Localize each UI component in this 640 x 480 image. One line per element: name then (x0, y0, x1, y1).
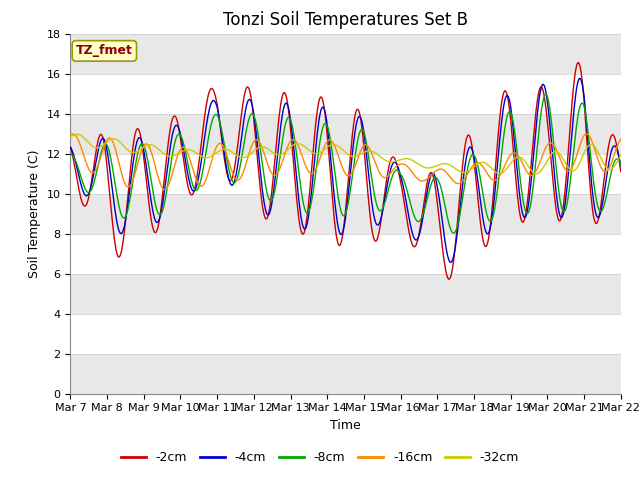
-8cm (67, 151, 74, 157)
-8cm (542, 92, 550, 97)
Bar (70, 354, 621, 394)
-8cm (390, 169, 398, 175)
-32cm (338, 146, 346, 152)
Bar (70, 193, 621, 234)
-2cm (445, 276, 452, 282)
-4cm (67, 144, 74, 150)
-2cm (390, 156, 398, 161)
-2cm (211, 92, 219, 97)
-32cm (496, 171, 504, 177)
Legend: -2cm, -4cm, -8cm, -16cm, -32cm: -2cm, -4cm, -8cm, -16cm, -32cm (116, 446, 524, 469)
-32cm (74, 132, 81, 137)
-32cm (445, 162, 453, 168)
-32cm (212, 151, 220, 156)
-32cm (392, 158, 399, 164)
-4cm (211, 99, 219, 105)
-16cm (447, 174, 454, 180)
-16cm (189, 166, 196, 171)
-16cm (339, 165, 346, 171)
-32cm (617, 152, 625, 158)
-4cm (390, 159, 398, 165)
-4cm (617, 163, 625, 168)
-4cm (337, 232, 345, 238)
X-axis label: Time: Time (330, 419, 361, 432)
Text: TZ_fmet: TZ_fmet (76, 44, 132, 58)
-2cm (337, 240, 345, 246)
Line: -32cm: -32cm (70, 134, 621, 174)
-8cm (188, 177, 195, 182)
Bar (70, 34, 621, 73)
Line: -4cm: -4cm (70, 78, 621, 263)
-2cm (574, 60, 582, 65)
Bar (70, 114, 621, 154)
-8cm (445, 220, 452, 226)
-32cm (568, 168, 576, 174)
-4cm (567, 139, 575, 144)
-2cm (67, 144, 74, 150)
-8cm (337, 208, 345, 214)
-16cm (212, 144, 220, 150)
-2cm (567, 111, 575, 117)
-4cm (445, 257, 452, 263)
-8cm (211, 112, 219, 118)
-2cm (617, 169, 625, 175)
-4cm (576, 75, 584, 81)
Title: Tonzi Soil Temperatures Set B: Tonzi Soil Temperatures Set B (223, 11, 468, 29)
-2cm (188, 192, 195, 198)
-16cm (69, 131, 77, 137)
Y-axis label: Soil Temperature (C): Soil Temperature (C) (28, 149, 41, 278)
Line: -16cm: -16cm (70, 134, 621, 190)
-4cm (447, 260, 455, 265)
-16cm (617, 136, 625, 142)
-8cm (617, 162, 625, 168)
Line: -2cm: -2cm (70, 62, 621, 279)
-32cm (67, 134, 74, 140)
-16cm (392, 164, 400, 169)
-4cm (188, 185, 195, 191)
-16cm (161, 187, 168, 192)
Bar (70, 274, 621, 313)
-8cm (449, 230, 457, 236)
-16cm (67, 132, 74, 138)
-16cm (568, 165, 576, 171)
-2cm (445, 276, 453, 282)
Line: -8cm: -8cm (70, 95, 621, 233)
-32cm (188, 148, 196, 154)
-8cm (568, 164, 576, 170)
